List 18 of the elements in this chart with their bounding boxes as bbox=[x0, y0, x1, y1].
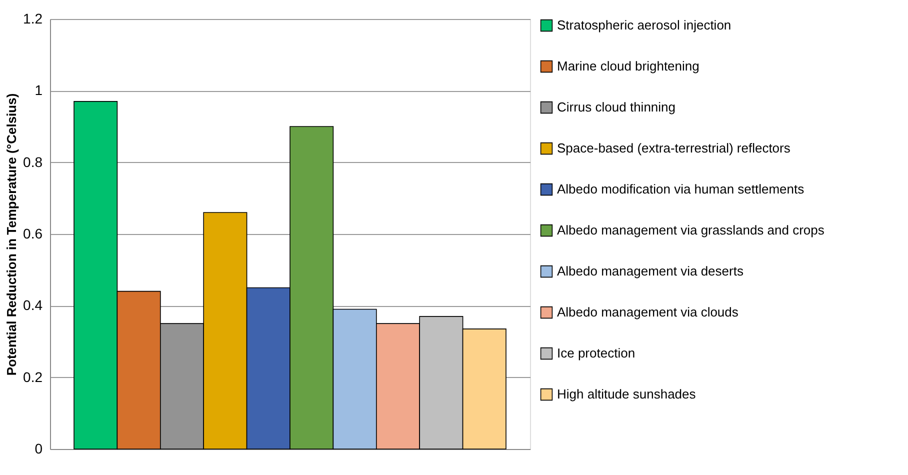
y-tick-label: 1.2 bbox=[23, 10, 43, 26]
legend-label: Albedo management via clouds bbox=[557, 304, 739, 320]
y-axis-title: Potential Reduction in Temperature (°Celsius) bbox=[4, 93, 20, 376]
legend-label: Cirrus cloud thinning bbox=[557, 100, 676, 114]
y-tick-label: 0.8 bbox=[23, 154, 43, 170]
legend-label: Albedo management via deserts bbox=[557, 264, 744, 278]
legend-label: Ice protection bbox=[557, 346, 636, 360]
legend-label: Albedo management via grasslands and crops bbox=[557, 222, 825, 238]
legend-label: Stratospheric aerosol injection bbox=[557, 18, 732, 32]
legend-label: Albedo modification via human settlements bbox=[557, 182, 805, 196]
y-tick-label: 0.2 bbox=[23, 368, 43, 385]
legend-label: High altitude sunshades bbox=[557, 386, 696, 402]
legend-label: Space-based (extra-terrestrial) reflectors bbox=[557, 140, 791, 156]
y-tick-label: 0.6 bbox=[23, 226, 43, 242]
legend-label: Marine cloud brightening bbox=[557, 58, 700, 74]
y-tick-label: 0.4 bbox=[23, 297, 43, 314]
y-tick-label: 1 bbox=[34, 82, 43, 98]
y-tick-label: 0 bbox=[34, 440, 43, 456]
